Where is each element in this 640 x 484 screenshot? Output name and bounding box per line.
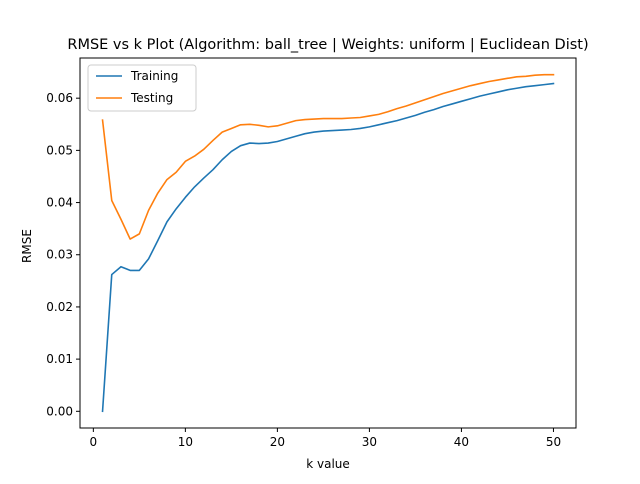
chart-title: RMSE vs k Plot (Algorithm: ball_tree | W…: [67, 37, 588, 53]
plot-area: 0 10 20 30 40 50 0.00 0.01 0.02 0.03 0.04 0.05 0.06 T…: [46, 57, 577, 449]
x-axis-label: k value: [306, 457, 350, 471]
series-line-training: [101, 82, 555, 413]
y-tick-label: 0.01: [46, 352, 73, 366]
y-tick-label: 0.05: [46, 143, 73, 157]
y-tick-label: 0.00: [46, 404, 73, 418]
x-tick-label: 40: [454, 435, 469, 449]
x-tick-label: 10: [178, 435, 193, 449]
legend-label-training: Training: [130, 69, 178, 83]
axes-frame: [79, 57, 577, 429]
series-line-testing: [101, 73, 555, 240]
x-tick-label: 30: [362, 435, 377, 449]
x-tick-label: 0: [90, 435, 98, 449]
y-tick-label: 0.04: [46, 196, 73, 210]
y-tick-label: 0.02: [46, 300, 73, 314]
x-tick-label: 50: [546, 435, 561, 449]
y-axis-label: RMSE: [20, 229, 34, 263]
y-tick-label: 0.03: [46, 248, 73, 262]
x-tick-label: 20: [270, 435, 285, 449]
legend-label-testing: Testing: [130, 91, 173, 105]
y-tick-label: 0.06: [46, 91, 73, 105]
